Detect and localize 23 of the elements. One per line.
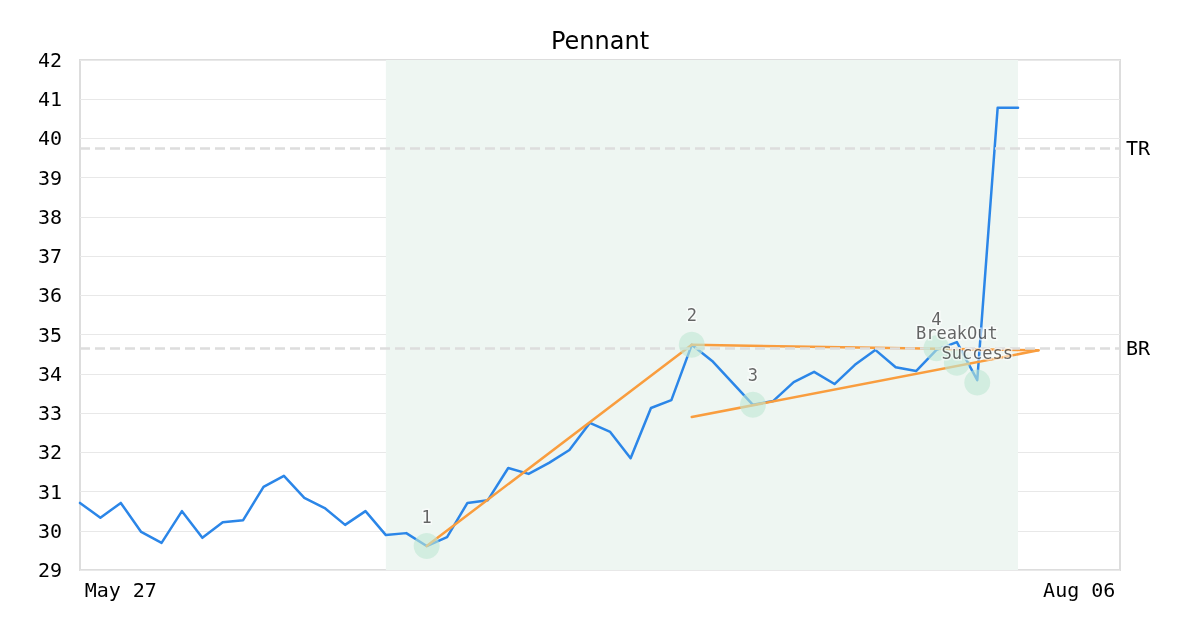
annotation: 4 [931, 308, 942, 329]
x-tick-label: May 27 [84, 578, 157, 602]
y-tick-label: 36 [37, 283, 62, 308]
y-tick-label: 29 [37, 558, 62, 582]
y-tick-label: 40 [37, 126, 62, 151]
y-tick-label: 30 [37, 518, 62, 543]
y-tick-label: 33 [37, 401, 62, 426]
chart-title: Pennant [550, 27, 650, 55]
annotation: 2 [686, 305, 697, 326]
ref-line-label: BR [1126, 336, 1152, 361]
x-tick-label: Aug 06 [1043, 578, 1116, 602]
y-tick-label: 39 [37, 165, 62, 190]
ref-line-label: TR [1126, 136, 1152, 161]
y-tick-label: 35 [37, 322, 62, 347]
y-tick-label: 38 [37, 204, 62, 229]
y-tick-label: 32 [37, 440, 62, 465]
annotation: 1 [421, 506, 432, 527]
y-tick-label: 42 [37, 48, 62, 72]
y-tick-label: 34 [37, 361, 62, 386]
y-tick-label: 31 [37, 479, 62, 504]
annotation: 3 [747, 365, 759, 386]
y-tick-label: 41 [37, 87, 62, 112]
y-tick-label: 37 [37, 244, 62, 269]
